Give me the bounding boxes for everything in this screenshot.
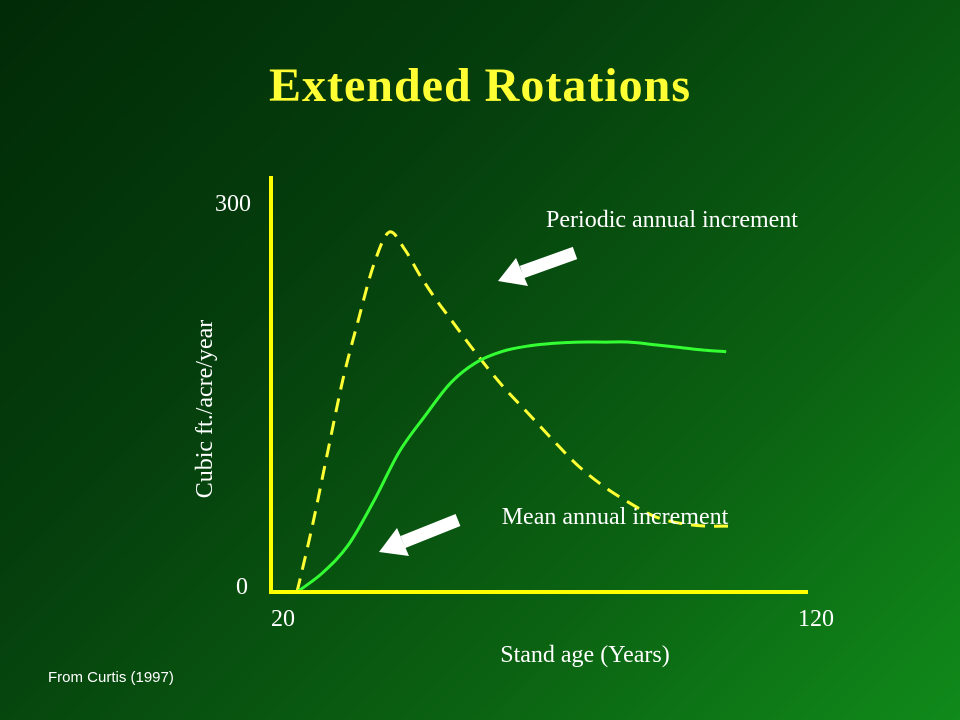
source-citation: From Curtis (1997) (48, 669, 174, 686)
y-tick-label-top: 300 (215, 191, 251, 217)
y-tick-label-bottom: 0 (236, 574, 248, 600)
slide-title: Extended Rotations (268, 59, 692, 112)
x-axis-label: Stand age (Years) (500, 642, 670, 668)
pai-series-line (295, 230, 737, 593)
x-tick-label-left: 20 (271, 606, 295, 632)
pai-annotation: Periodic annual increment (546, 207, 798, 233)
mai-series-line (296, 340, 727, 594)
y-axis-label: Cubic ft./acre/year (192, 320, 218, 499)
x-tick-label-right: 120 (798, 606, 834, 632)
pai-arrow-icon (498, 246, 578, 286)
mai-arrow-icon (379, 513, 461, 556)
mai-annotation: Mean annual increment (502, 504, 729, 530)
